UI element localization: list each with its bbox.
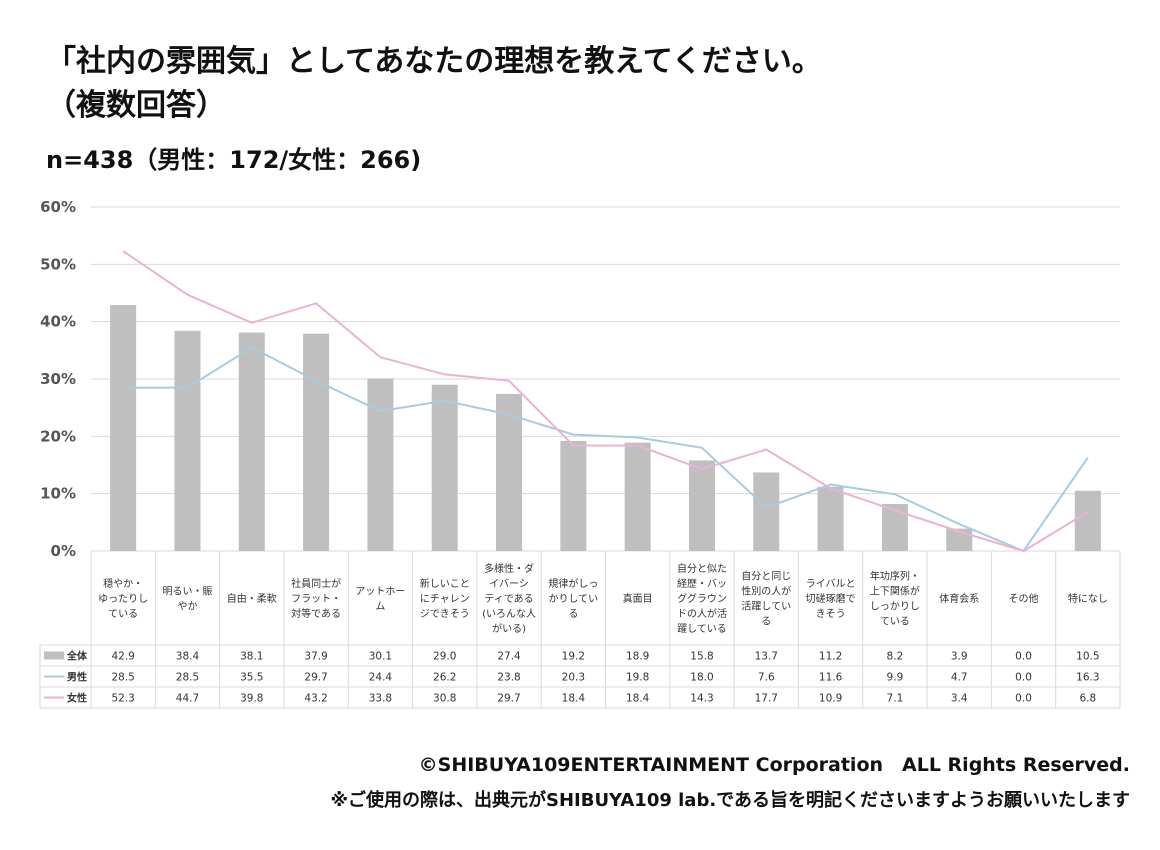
category-label: 社員同士がフラット・対等である — [291, 577, 341, 620]
bar-全体 — [367, 378, 394, 551]
data-label: 27.4 — [497, 651, 521, 663]
data-label: 23.8 — [497, 672, 520, 684]
data-label: 14.3 — [690, 693, 713, 705]
y-tick-label: 60% — [40, 198, 76, 216]
category-label: アットホーム — [355, 586, 405, 613]
data-label: 39.8 — [240, 693, 263, 705]
bar-全体 — [881, 503, 908, 551]
legend-label: 全体 — [66, 650, 88, 663]
category-label: 体育会系 — [939, 592, 979, 605]
y-tick-label: 30% — [40, 370, 76, 388]
data-label: 37.9 — [304, 651, 327, 663]
chart-subtitle: n=438（男性：172/女性：266) — [46, 146, 422, 174]
y-tick-label: 40% — [40, 313, 76, 331]
legend-swatch — [44, 651, 64, 660]
category-label: ライバルと切磋琢磨できそう — [806, 578, 856, 620]
data-label: 52.3 — [111, 693, 134, 705]
data-label: 38.4 — [176, 651, 200, 663]
data-label: 18.0 — [690, 672, 713, 684]
data-label: 8.2 — [887, 651, 904, 663]
bar-全体 — [431, 384, 458, 551]
category-label: 年功序列・上下関係がしっかりしている — [870, 570, 920, 628]
data-label: 0.0 — [1015, 672, 1032, 684]
category-label: 明るい・賑やか — [162, 586, 212, 613]
data-label: 11.6 — [819, 672, 843, 684]
category-label: 特になし — [1068, 593, 1108, 605]
data-label: 38.1 — [240, 651, 263, 663]
data-label: 28.5 — [176, 672, 199, 684]
data-label: 30.1 — [369, 651, 392, 663]
category-label: 規律がしっかりしている — [548, 577, 598, 620]
y-tick-label: 20% — [40, 427, 76, 445]
data-label: 29.0 — [433, 651, 456, 663]
category-label: 穏やか・ゆったりしている — [98, 578, 148, 620]
bar-全体 — [817, 486, 844, 551]
bar-全体 — [688, 460, 715, 551]
data-label: 11.2 — [819, 651, 842, 663]
title-line-1: 「社内の雰囲気」としてあなたの理想を教えてください。 — [46, 44, 822, 79]
data-label: 24.4 — [369, 672, 393, 684]
bar-全体 — [110, 305, 137, 551]
data-label: 28.5 — [111, 672, 134, 684]
data-label: 33.8 — [369, 693, 392, 705]
category-label: 自分と似た経歴・バッググラウンドの人が活躍している — [677, 562, 727, 635]
data-label: 0.0 — [1015, 651, 1032, 663]
category-label: 真面目 — [623, 592, 653, 605]
category-label: 自由・柔軟 — [227, 592, 277, 605]
data-label: 7.6 — [758, 672, 775, 684]
data-label: 15.8 — [690, 651, 713, 663]
bar-全体 — [496, 393, 523, 551]
series-line-男性 — [123, 346, 1089, 553]
data-label: 7.1 — [887, 693, 904, 705]
data-label: 35.5 — [240, 672, 263, 684]
chart-title: 「社内の雰囲気」としてあなたの理想を教えてください。 （複数回答） — [46, 40, 1136, 128]
y-tick-label: 10% — [40, 485, 76, 503]
category-label: 新しいことにチャレンジできそう — [420, 577, 470, 620]
data-label: 20.3 — [562, 672, 585, 684]
bar-全体 — [303, 333, 330, 551]
series-line-女性 — [122, 250, 1089, 553]
data-label: 10.9 — [819, 693, 842, 705]
category-label: 多様性・ダイバーシティである(いろんな人がいる) — [482, 562, 536, 635]
data-label: 44.7 — [176, 693, 199, 705]
data-label: 18.4 — [626, 693, 650, 705]
copyright-text: ©SHIBUYA109ENTERTAINMENT Corporation ALL… — [418, 754, 1130, 776]
data-label: 19.2 — [562, 651, 585, 663]
data-label: 19.8 — [626, 672, 649, 684]
data-label: 9.9 — [887, 672, 904, 684]
legend-label: 男性 — [67, 671, 87, 684]
data-label: 16.3 — [1076, 672, 1099, 684]
bar-全体 — [624, 442, 651, 551]
data-label: 17.7 — [755, 693, 778, 705]
data-label: 43.2 — [304, 693, 327, 705]
data-label: 6.8 — [1079, 693, 1096, 705]
category-label: その他 — [1009, 592, 1039, 605]
title-line-2: （複数回答） — [46, 88, 226, 123]
data-label: 3.4 — [951, 693, 968, 705]
data-label: 3.9 — [951, 651, 968, 663]
y-tick-label: 0% — [51, 542, 76, 560]
data-label: 18.9 — [626, 651, 649, 663]
data-label: 30.8 — [433, 693, 456, 705]
data-label: 18.4 — [562, 693, 586, 705]
legend-label: 女性 — [67, 692, 87, 705]
bar-全体 — [1074, 490, 1101, 551]
usage-note: ※ご使用の際は、出典元がSHIBUYA109 lab.である旨を明記くださいます… — [330, 790, 1131, 811]
y-tick-label: 50% — [40, 255, 76, 273]
data-label: 13.7 — [755, 651, 778, 663]
data-label: 4.7 — [951, 672, 968, 684]
bar-全体 — [238, 332, 265, 551]
data-label: 0.0 — [1015, 693, 1032, 705]
data-label: 29.7 — [304, 672, 327, 684]
data-label: 10.5 — [1076, 651, 1099, 663]
data-label: 42.9 — [111, 651, 134, 663]
category-label: 自分と同じ性別の人が活躍している — [741, 570, 791, 628]
bar-全体 — [753, 472, 780, 551]
bar-全体 — [174, 330, 201, 551]
data-label: 29.7 — [497, 693, 520, 705]
data-label: 26.2 — [433, 672, 456, 684]
bar-全体 — [560, 440, 587, 551]
